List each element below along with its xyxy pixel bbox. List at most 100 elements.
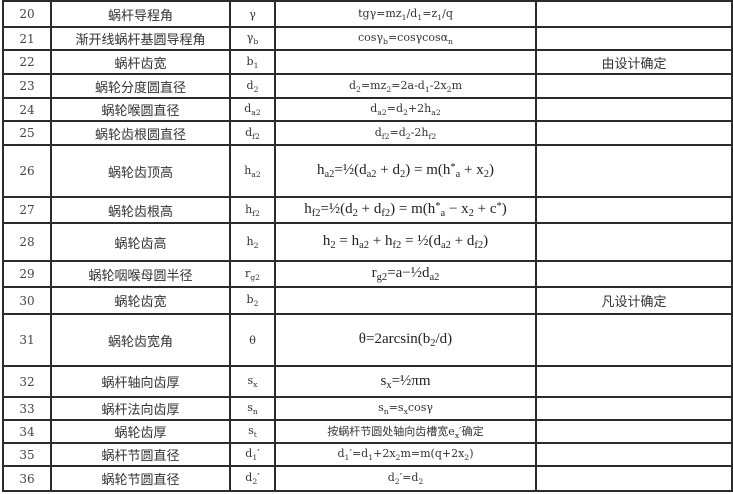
row-number: 34 [2,419,52,444]
parameter-note [535,465,733,492]
table-row: 21 渐开线蜗杆基圆导程角 γb cosγb=cosγcosαn [2,26,733,51]
parameter-symbol: d2′ [229,465,276,492]
row-number: 24 [2,97,52,122]
parameter-note: 凡设计确定 [535,286,733,315]
table-row: 24 蜗轮喉圆直径 da2 da2=d2+2ha2 [2,97,733,122]
parameter-name: 蜗轮齿宽角 [50,313,231,367]
row-number: 27 [2,196,52,224]
row-number: 32 [2,365,52,398]
table-row: 30 蜗轮齿宽 b2 凡设计确定 [2,286,733,315]
row-number: 28 [2,222,52,262]
table-row: 31 蜗轮齿宽角 θ θ=2arcsin(b2/d) [2,313,733,367]
parameter-formula [274,286,537,315]
parameter-note [535,120,733,146]
parameter-name: 蜗轮齿根高 [50,196,231,224]
table-row: 34 蜗轮齿厚 st 按蜗杆节圆处轴向齿槽宽ex′确定 [2,419,733,444]
parameter-note [535,222,733,262]
parameter-name: 蜗轮齿顶高 [50,144,231,198]
table-row: 20 蜗杆导程角 γ tgγ=mz1/d1=z1/q [2,0,733,28]
parameter-symbol: d2 [229,73,276,99]
parameter-note [535,26,733,51]
table-row: 22 蜗杆齿宽 b1 由设计确定 [2,49,733,75]
parameter-note [535,313,733,367]
parameter-formula: θ=2arcsin(b2/d) [274,313,537,367]
parameter-formula: da2=d2+2ha2 [274,97,537,122]
parameter-note [535,419,733,444]
row-number: 35 [2,442,52,467]
row-number: 21 [2,26,52,51]
table-row: 26 蜗轮齿顶高 ha2 ha2=½(da2 + d2) = m(h*a + x2) [2,144,733,198]
row-number: 22 [2,49,52,75]
table-row: 33 蜗杆法向齿厚 sn sn=sxcosγ [2,396,733,421]
parameter-name: 蜗轮齿宽 [50,286,231,315]
row-number: 30 [2,286,52,315]
parameter-symbol: h2 [229,222,276,262]
parameter-note [535,73,733,99]
parameter-note [535,196,733,224]
table-row: 35 蜗杆节圆直径 d1′ d1′=d1+2x2m=m(q+2x2) [2,442,733,467]
parameter-symbol: d1′ [229,442,276,467]
parameter-name: 蜗轮齿高 [50,222,231,262]
parameter-formula: hf2=½(d2 + df2) = m(h*a − x2 + c*) [274,196,537,224]
parameter-symbol: sx [229,365,276,398]
parameter-symbol: da2 [229,97,276,122]
parameter-formula: rg2=a−½da2 [274,260,537,288]
parameter-name: 渐开线蜗杆基圆导程角 [50,26,231,51]
parameter-name: 蜗轮齿厚 [50,419,231,444]
parameter-note: 由设计确定 [535,49,733,75]
table-row: 29 蜗轮咽喉母圆半径 rg2 rg2=a−½da2 [2,260,733,288]
table-row: 27 蜗轮齿根高 hf2 hf2=½(d2 + df2) = m(h*a − x2 +… [2,196,733,224]
parameter-symbol: b1 [229,49,276,75]
parameter-symbol: st [229,419,276,444]
parameter-symbol: γb [229,26,276,51]
parameter-note [535,365,733,398]
parameter-formula: ha2=½(da2 + d2) = m(h*a + x2) [274,144,537,198]
parameter-symbol: γ [229,0,276,28]
row-number: 23 [2,73,52,99]
parameter-name: 蜗杆齿宽 [50,49,231,75]
row-number: 20 [2,0,52,28]
parameter-symbol: rg2 [229,260,276,288]
row-number: 26 [2,144,52,198]
parameter-note [535,442,733,467]
parameter-formula: tgγ=mz1/d1=z1/q [274,0,537,28]
table-row: 23 蜗轮分度圆直径 d2 d2=mz2=2a-d1-2x2m [2,73,733,99]
parameter-formula: d2=mz2=2a-d1-2x2m [274,73,537,99]
parameter-symbol: sn [229,396,276,421]
table-row: 32 蜗杆轴向齿厚 sx sx=½πm [2,365,733,398]
parameter-formula: 按蜗杆节圆处轴向齿槽宽ex′确定 [274,419,537,444]
parameter-name: 蜗杆法向齿厚 [50,396,231,421]
row-number: 36 [2,465,52,492]
parameter-name: 蜗杆轴向齿厚 [50,365,231,398]
parameter-symbol: θ [229,313,276,367]
table-row: 36 蜗轮节圆直径 d2′ d2′=d2 [2,465,733,492]
parameter-name: 蜗轮喉圆直径 [50,97,231,122]
parameter-note [535,396,733,421]
parameter-name: 蜗杆节圆直径 [50,442,231,467]
parameter-symbol: ha2 [229,144,276,198]
parameter-formula: cosγb=cosγcosαn [274,26,537,51]
parameter-note [535,97,733,122]
parameter-symbol: hf2 [229,196,276,224]
parameter-name: 蜗轮咽喉母圆半径 [50,260,231,288]
parameter-formula: h2 = ha2 + hf2 = ½(da2 + df2) [274,222,537,262]
parameter-note [535,0,733,28]
parameter-note [535,144,733,198]
parameter-formula: sn=sxcosγ [274,396,537,421]
row-number: 29 [2,260,52,288]
parameter-formula [274,49,537,75]
parameter-formula: sx=½πm [274,365,537,398]
row-number: 31 [2,313,52,367]
table-row: 25 蜗轮齿根圆直径 df2 df2=d2-2hf2 [2,120,733,146]
parameter-name: 蜗轮齿根圆直径 [50,120,231,146]
parameter-name: 蜗轮分度圆直径 [50,73,231,99]
parameter-formula: df2=d2-2hf2 [274,120,537,146]
row-number: 25 [2,120,52,146]
parameter-formula: d2′=d2 [274,465,537,492]
parameter-note [535,260,733,288]
row-number: 33 [2,396,52,421]
parameter-formula: d1′=d1+2x2m=m(q+2x2) [274,442,537,467]
parameter-name: 蜗轮节圆直径 [50,465,231,492]
